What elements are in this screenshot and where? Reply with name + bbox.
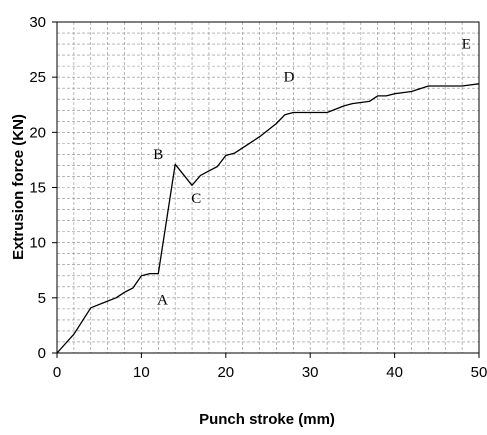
- x-tick-label: 0: [53, 364, 61, 381]
- y-tick-label: 25: [29, 69, 46, 86]
- annotation-e: E: [462, 36, 471, 52]
- y-tick-label: 0: [38, 345, 46, 362]
- grid: [57, 22, 479, 353]
- x-tick-label: 40: [386, 364, 403, 381]
- y-tick-label: 20: [29, 124, 46, 141]
- y-axis-title: Extrusion force (KN): [10, 114, 27, 260]
- annotations: A B C D E: [153, 36, 471, 308]
- ticks: 0 10 20 30 40 50 0 5 10 15 20 25 30: [29, 14, 487, 381]
- x-tick-label: 10: [133, 364, 150, 381]
- annotation-d: D: [284, 70, 295, 86]
- y-tick-label: 5: [38, 290, 46, 307]
- x-tick-label: 20: [217, 364, 234, 381]
- y-tick-label: 10: [29, 235, 46, 252]
- series-line: [56, 83, 480, 354]
- x-tick-label: 30: [302, 364, 319, 381]
- annotation-c: C: [191, 191, 201, 207]
- y-tick-label: 15: [29, 180, 46, 197]
- x-tick-label: 50: [471, 364, 487, 381]
- annotation-b: B: [153, 147, 163, 163]
- x-axis-title: Punch stroke (mm): [199, 411, 335, 428]
- y-tick-label: 30: [29, 14, 46, 31]
- annotation-a: A: [157, 292, 168, 308]
